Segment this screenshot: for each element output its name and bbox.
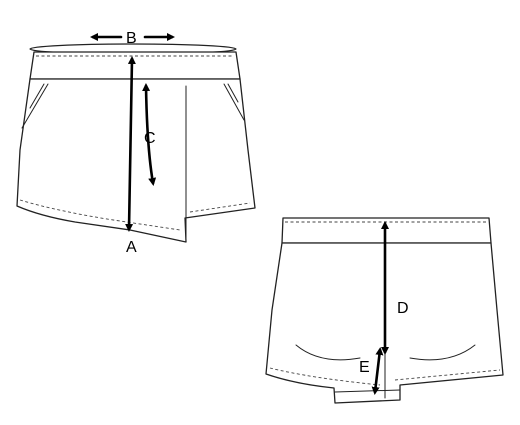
front-left-pocket	[21, 83, 49, 129]
measure-a-arrow	[125, 56, 136, 232]
measure-e-arrow	[371, 347, 384, 395]
label-b: B	[126, 30, 137, 47]
measure-b: B	[90, 30, 175, 47]
front-left-pocket-topstitch	[29, 83, 45, 109]
back-right-hem-stitching	[394, 369, 501, 381]
back-left-seat-curve	[295, 344, 361, 361]
measure-c-arrow	[142, 83, 157, 186]
back-right-seat-curve	[409, 344, 476, 361]
front-hem-stitching	[19, 199, 181, 231]
measure-d: D	[381, 221, 409, 355]
measure-e: E	[359, 347, 384, 395]
front-right-pocket-topstitch	[227, 83, 239, 103]
measure-a: A	[125, 56, 137, 256]
front-view	[16, 43, 256, 243]
label-a: A	[126, 239, 137, 256]
back-overlap-edge	[334, 389, 401, 393]
label-e: E	[359, 359, 370, 376]
measure-c: C	[142, 83, 157, 186]
front-shorts-hem-stitching	[189, 202, 251, 213]
front-right-pocket	[223, 83, 245, 121]
label-c: C	[144, 130, 156, 147]
front-body	[16, 78, 256, 243]
label-d: D	[397, 300, 409, 317]
